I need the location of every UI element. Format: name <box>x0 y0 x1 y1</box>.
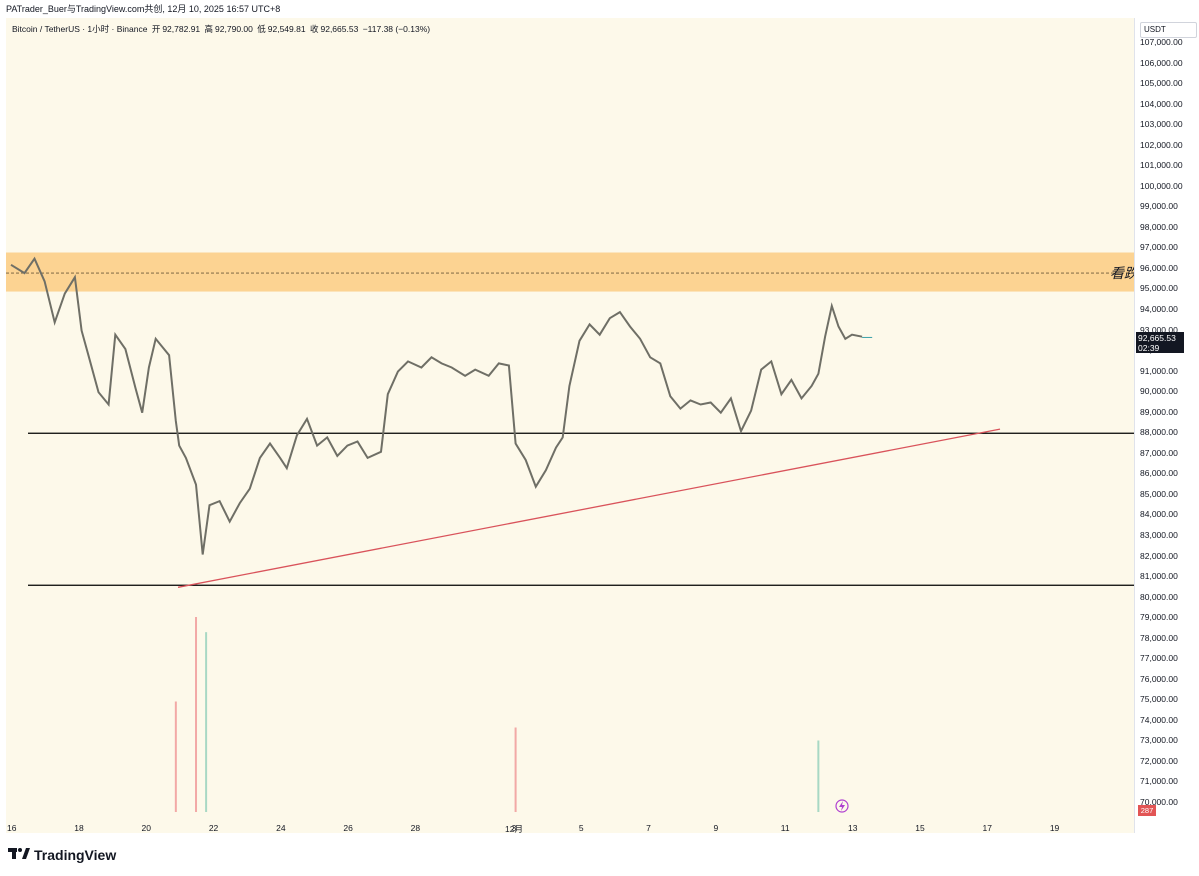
y-tick-label: 84,000.00 <box>1140 509 1178 520</box>
ascending-trendline <box>177 428 1001 588</box>
close-label: 收 <box>309 24 319 34</box>
x-tick-label: 17 <box>982 823 993 833</box>
volume-badge: 287 <box>1138 805 1156 816</box>
y-tick-label: 70,000.00 <box>1140 797 1178 807</box>
close-value: 92,665.53 <box>320 24 359 34</box>
y-tick-label: 86,000.00 <box>1140 468 1178 479</box>
high-label: 高 <box>204 24 214 34</box>
bearish-zone-label: 看跌 <box>1110 265 1138 281</box>
y-tick-label: 99,000.00 <box>1140 201 1178 212</box>
low-label: 低 <box>257 24 266 34</box>
y-tick-label: 95,000.00 <box>1140 283 1178 294</box>
symbol-name: Bitcoin / TetherUS · 1小时 · Binance <box>12 24 148 34</box>
y-tick-label: 85,000.00 <box>1140 488 1178 499</box>
tradingview-logo-icon <box>8 846 30 863</box>
y-tick-label: 93,000.00 <box>1140 324 1178 335</box>
y-tick-label: 87,000.00 <box>1140 447 1178 458</box>
y-tick-label: 104,000.00 <box>1140 98 1183 109</box>
x-tick-label: 5 <box>578 823 584 833</box>
low-value: 92,549.81 <box>267 24 306 34</box>
y-tick-label: 79,000.00 <box>1140 612 1178 623</box>
change-value: −117.38 (−0.13%) <box>362 24 431 34</box>
volume-bar <box>817 740 820 812</box>
currency-selector[interactable]: USDT <box>1140 22 1197 38</box>
x-tick-label: 3 <box>511 823 517 833</box>
x-tick-label: 7 <box>646 823 651 833</box>
y-tick-label: 75,000.00 <box>1140 694 1178 705</box>
y-tick-label: 97,000.00 <box>1140 242 1178 253</box>
y-tick-label: 91,000.00 <box>1140 365 1178 376</box>
x-tick-label: 22 <box>208 823 219 833</box>
x-tick-label: 20 <box>141 823 152 833</box>
y-tick-label: 98,000.00 <box>1140 221 1178 232</box>
price-axis[interactable] <box>1134 18 1199 833</box>
y-tick-label: 105,000.00 <box>1140 78 1183 89</box>
y-tick-label: 89,000.00 <box>1140 406 1178 417</box>
y-tick-label: 82,000.00 <box>1140 550 1178 561</box>
y-tick-label: 94,000.00 <box>1140 304 1178 315</box>
x-tick-label: 26 <box>343 823 353 833</box>
y-tick-label: 83,000.00 <box>1140 529 1178 540</box>
y-tick-label: 77,000.00 <box>1140 653 1178 664</box>
volume-bar <box>514 727 517 812</box>
volume-bar <box>195 617 198 812</box>
y-tick-label: 71,000.00 <box>1140 776 1178 787</box>
lightning-bolt-icon <box>839 801 845 811</box>
y-tick-label: 81,000.00 <box>1140 571 1178 582</box>
y-tick-label: 107,000.00 <box>1140 37 1183 47</box>
x-tick-label: 15 <box>915 823 925 833</box>
x-tick-label: 18 <box>74 823 84 833</box>
y-tick-label: 103,000.00 <box>1140 119 1183 130</box>
current-price-value: 92,665.53 <box>1138 333 1176 343</box>
price-series-line <box>10 256 863 555</box>
x-tick-label: 9 <box>713 823 719 833</box>
y-tick-label: 100,000.00 <box>1140 180 1183 191</box>
x-tick-label: 13 <box>848 823 858 833</box>
chart-panel[interactable] <box>6 18 1134 833</box>
open-value: 92,782.91 <box>162 24 201 34</box>
x-tick-label: 16 <box>7 823 17 833</box>
y-tick-label: 101,000.00 <box>1140 160 1183 171</box>
volume-bar <box>205 632 208 812</box>
y-tick-label: 73,000.00 <box>1140 735 1178 746</box>
watermark-text: PATrader_Buer与TradingView.com共创, 12月 10,… <box>6 4 281 14</box>
x-tick-label: 12月 <box>505 824 523 834</box>
open-label: 开 <box>151 24 161 34</box>
y-tick-label: 80,000.00 <box>1140 591 1178 602</box>
x-tick-label: 19 <box>1049 823 1060 833</box>
resistance-zone <box>6 252 1134 292</box>
tradingview-logo: TradingView <box>8 846 116 863</box>
x-tick-label: 24 <box>276 823 286 833</box>
y-tick-label: 74,000.00 <box>1140 714 1178 725</box>
volume-bar <box>174 701 177 812</box>
lightning-icon <box>835 799 849 813</box>
y-tick-label: 88,000.00 <box>1140 427 1178 438</box>
symbol-legend: Bitcoin / TetherUS · 1小时 · Binance 开 92,7… <box>12 23 432 35</box>
high-value: 92,790.00 <box>215 24 253 34</box>
y-tick-label: 76,000.00 <box>1140 673 1178 684</box>
y-tick-label: 96,000.00 <box>1140 262 1178 273</box>
x-tick-label: 11 <box>780 823 790 833</box>
brand-name: TradingView <box>34 846 117 863</box>
y-tick-label: 102,000.00 <box>1140 139 1183 150</box>
y-tick-label: 78,000.00 <box>1140 632 1178 643</box>
current-price-badge: 92,665.53 02:39 <box>1136 332 1184 353</box>
countdown-value: 02:39 <box>1138 343 1160 353</box>
x-tick-label: 28 <box>410 823 421 833</box>
y-tick-label: 106,000.00 <box>1140 57 1183 68</box>
time-axis[interactable] <box>6 818 1134 834</box>
y-tick-label: 72,000.00 <box>1140 755 1178 766</box>
y-tick-label: 90,000.00 <box>1140 386 1178 397</box>
